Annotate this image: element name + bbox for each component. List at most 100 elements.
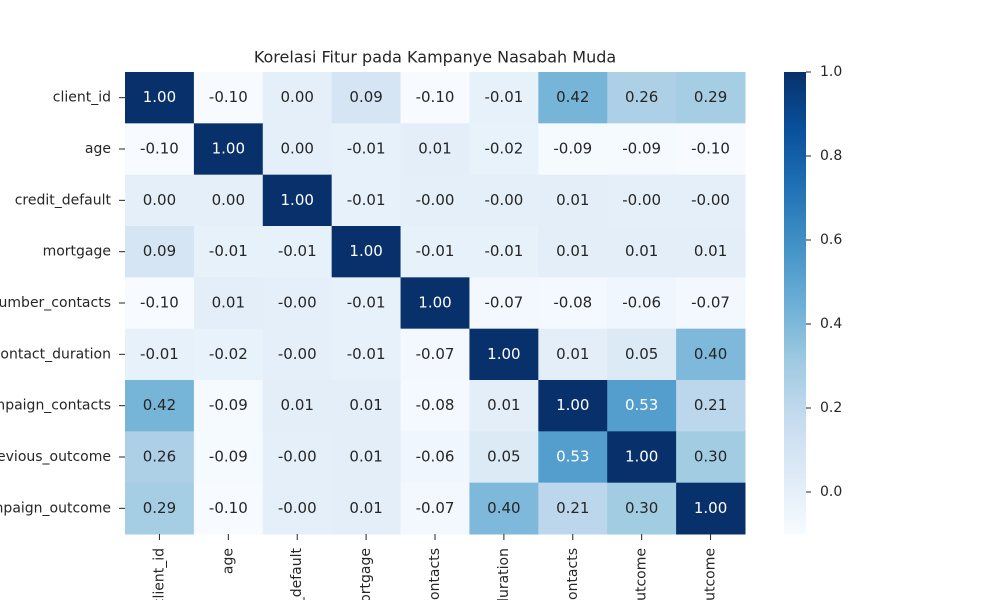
heatmap-cell bbox=[469, 277, 539, 330]
heatmap-cell bbox=[125, 226, 195, 278]
y-tick-label: age bbox=[85, 141, 111, 157]
cell-label: 0.01 bbox=[349, 448, 382, 466]
colorbar-tick-label: 1.0 bbox=[820, 64, 842, 80]
heatmap-cell bbox=[400, 482, 470, 535]
heatmap-cell bbox=[331, 380, 402, 432]
heatmap-cell bbox=[400, 72, 470, 124]
heatmap-cell bbox=[676, 482, 746, 535]
heatmap-cell bbox=[331, 277, 402, 330]
heatmap-cell bbox=[262, 72, 333, 124]
heatmap-cell bbox=[262, 380, 333, 432]
cell-label: -0.07 bbox=[416, 345, 455, 363]
heatmap-cell bbox=[538, 277, 608, 330]
cell-label: -0.01 bbox=[278, 242, 317, 260]
cell-label: 0.01 bbox=[556, 242, 589, 260]
colorbar-tick-label: 0.8 bbox=[820, 148, 842, 164]
cell-label: -0.01 bbox=[416, 242, 455, 260]
heatmap-cell bbox=[607, 431, 677, 484]
heatmap-cell bbox=[400, 431, 470, 484]
heatmap-cell bbox=[538, 380, 608, 432]
cell-label: 0.01 bbox=[349, 499, 382, 517]
heatmap-cell bbox=[676, 174, 746, 227]
cell-label: 0.53 bbox=[625, 396, 658, 414]
cell-label: -0.07 bbox=[416, 499, 455, 517]
heatmap-cell bbox=[262, 328, 333, 381]
cell-label: 0.40 bbox=[694, 345, 727, 363]
cell-label: -0.10 bbox=[416, 88, 455, 106]
heatmap-cell bbox=[262, 277, 333, 330]
cell-label: 0.01 bbox=[556, 345, 589, 363]
cell-label: -0.01 bbox=[209, 242, 248, 260]
heatmap-cell bbox=[193, 123, 264, 176]
heatmap-cell bbox=[676, 226, 746, 278]
colorbar-tick-label: 0.2 bbox=[820, 400, 842, 416]
cell-label: -0.09 bbox=[209, 396, 248, 414]
cell-label: 0.09 bbox=[349, 88, 382, 106]
cell-label: -0.00 bbox=[484, 191, 523, 209]
cell-label: 0.30 bbox=[694, 448, 727, 466]
heatmap-cell bbox=[469, 72, 539, 124]
heatmap-cell bbox=[469, 431, 539, 484]
heatmap-cell bbox=[469, 174, 539, 227]
cell-label: -0.01 bbox=[347, 191, 386, 209]
heatmap-cell bbox=[331, 431, 402, 484]
x-tick-label: credit_default bbox=[289, 548, 305, 600]
x-tick-label: campaign_outcome bbox=[703, 548, 719, 600]
heatmap-cell bbox=[331, 482, 402, 535]
heatmap-cell bbox=[676, 277, 746, 330]
cell-label: 0.26 bbox=[625, 88, 658, 106]
cell-label: -0.00 bbox=[278, 345, 317, 363]
cell-label: -0.01 bbox=[484, 242, 523, 260]
heatmap-cell bbox=[538, 72, 608, 124]
heatmap-cell bbox=[193, 482, 264, 535]
cell-label: 0.09 bbox=[143, 242, 176, 260]
heatmap-cell bbox=[331, 328, 402, 381]
x-tick-label: client_id bbox=[151, 548, 167, 600]
cell-label: 1.00 bbox=[212, 140, 245, 158]
cell-label: -0.07 bbox=[484, 294, 523, 312]
cell-label: -0.02 bbox=[209, 345, 248, 363]
cell-label: -0.09 bbox=[553, 140, 592, 158]
y-tick-label: number_contacts bbox=[0, 295, 111, 311]
cell-label: 0.01 bbox=[212, 294, 245, 312]
cell-label: 0.00 bbox=[281, 88, 314, 106]
cell-label: -0.02 bbox=[484, 140, 523, 158]
heatmap-cell bbox=[607, 226, 677, 278]
cell-label: 0.26 bbox=[143, 448, 176, 466]
heatmap-cell bbox=[331, 174, 402, 227]
colorbar-tick-label: 0.4 bbox=[820, 316, 842, 332]
x-tick-label: contact_duration bbox=[496, 548, 512, 600]
x-tick-label: previous_outcome bbox=[634, 548, 650, 600]
cell-label: -0.09 bbox=[622, 140, 661, 158]
cell-label: -0.01 bbox=[484, 88, 523, 106]
heatmap-cell bbox=[676, 123, 746, 176]
cell-label: 0.05 bbox=[625, 345, 658, 363]
cell-label: 1.00 bbox=[349, 242, 382, 260]
cell-label: 0.21 bbox=[694, 396, 727, 414]
heatmap-cell bbox=[469, 123, 539, 176]
cell-label: 0.21 bbox=[556, 499, 589, 517]
y-tick-label: mortgage bbox=[43, 244, 111, 260]
cell-label: -0.07 bbox=[691, 294, 730, 312]
heatmap-cell bbox=[331, 123, 402, 176]
cell-label: 0.00 bbox=[281, 140, 314, 158]
cell-label: 0.00 bbox=[212, 191, 245, 209]
y-tick-label: contact_duration bbox=[0, 346, 111, 362]
cell-label: -0.01 bbox=[347, 345, 386, 363]
cell-label: -0.09 bbox=[209, 448, 248, 466]
heatmap-cell bbox=[538, 431, 608, 484]
heatmap-cell bbox=[469, 482, 539, 535]
heatmap-cell bbox=[469, 328, 539, 381]
cell-label: 0.01 bbox=[281, 396, 314, 414]
heatmap-cell bbox=[125, 277, 195, 330]
heatmap-cell bbox=[193, 277, 264, 330]
cell-label: -0.01 bbox=[347, 294, 386, 312]
heatmap-cell bbox=[400, 226, 470, 278]
x-tick-label: age bbox=[220, 548, 236, 574]
heatmap-cell bbox=[331, 72, 402, 124]
cell-label: 1.00 bbox=[694, 499, 727, 517]
heatmap-cell bbox=[400, 123, 470, 176]
chart-title: Korelasi Fitur pada Kampanye Nasabah Mud… bbox=[254, 48, 616, 67]
colorbar-tick-label: 0.0 bbox=[820, 484, 842, 500]
heatmap-cell bbox=[607, 72, 677, 124]
